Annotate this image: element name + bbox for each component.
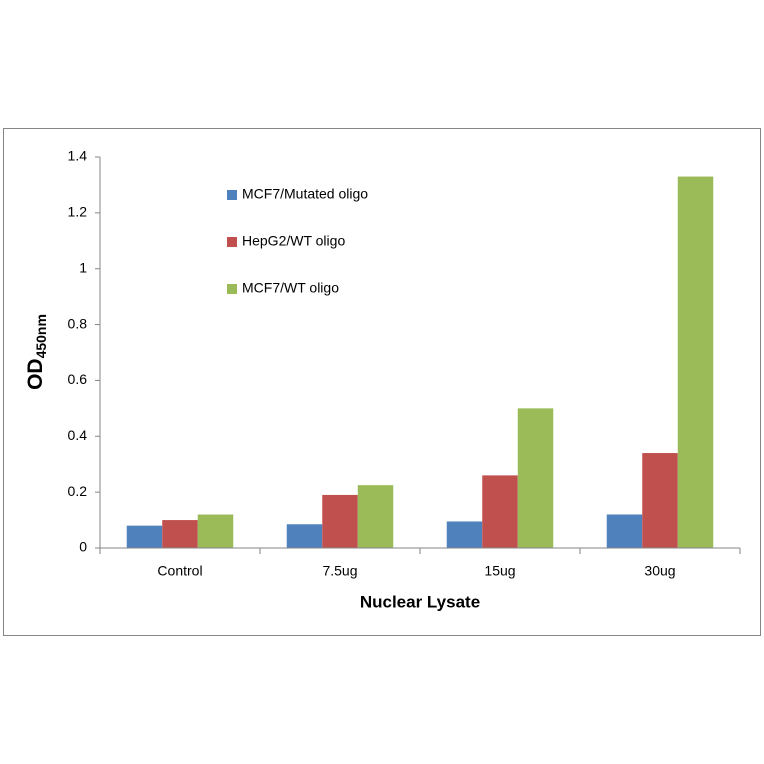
bar	[446, 521, 483, 548]
y-tick-label: 1.4	[68, 148, 88, 164]
bar	[286, 524, 323, 548]
y-tick-label: 0.6	[68, 371, 88, 387]
y-tick-label: 0.4	[68, 427, 88, 443]
legend-swatch	[227, 237, 237, 247]
bar	[482, 475, 518, 548]
bar	[357, 485, 394, 548]
legend-label: HepG2/WT oligo	[242, 233, 345, 249]
y-tick-label: 1	[79, 259, 87, 275]
y-tick-label: 0	[79, 539, 87, 555]
legend-swatch	[227, 284, 237, 294]
y-tick-label: 0.8	[68, 315, 88, 331]
x-tick-label: 30ug	[644, 563, 675, 579]
bar	[126, 525, 163, 548]
legend-swatch	[227, 190, 237, 200]
y-tick-label: 0.2	[68, 483, 88, 499]
x-tick-label: 7.5ug	[322, 563, 357, 579]
y-tick-label: 1.2	[68, 204, 88, 220]
bar	[606, 514, 643, 548]
bar	[677, 176, 714, 549]
legend-label: MCF7/Mutated oligo	[242, 186, 368, 202]
y-label-main: OD	[24, 358, 47, 390]
legend-label: MCF7/WT oligo	[242, 280, 339, 296]
bar	[197, 514, 234, 548]
chart-frame	[3, 128, 761, 636]
bar	[642, 453, 678, 548]
x-tick-label: 15ug	[484, 563, 515, 579]
x-axis-label: Nuclear Lysate	[360, 592, 480, 611]
bar	[517, 408, 554, 548]
bar	[162, 520, 198, 548]
y-axis-label: OD450nm	[24, 314, 49, 390]
bar	[322, 494, 358, 548]
x-tick-label: Control	[157, 563, 202, 579]
y-label-sub: 450nm	[33, 314, 49, 358]
